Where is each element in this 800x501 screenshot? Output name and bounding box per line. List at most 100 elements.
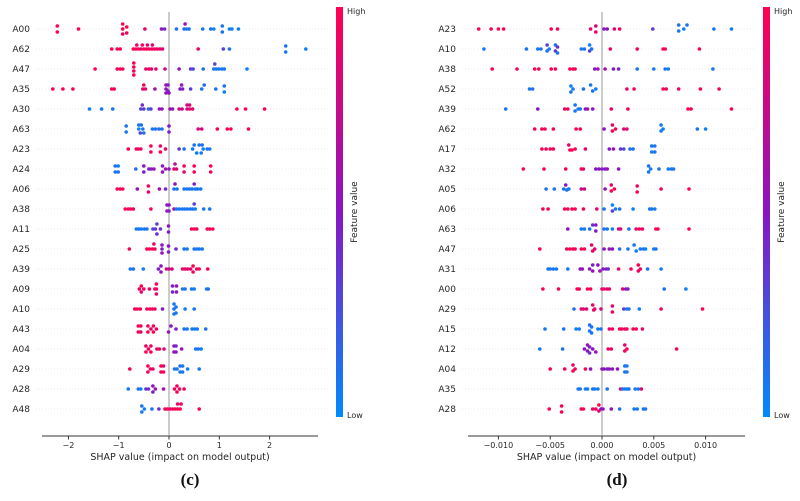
data-point [120,27,125,31]
data-point [628,147,632,151]
data-point [146,184,151,188]
data-point [174,327,178,331]
data-point [166,330,171,334]
data-point [590,269,595,273]
data-point [166,244,171,248]
data-point [207,207,212,211]
data-point [578,107,582,111]
data-point [607,327,612,331]
x-tick-label: −0.010 [484,441,514,450]
data-point [625,87,629,91]
feature-label: A35 [12,85,30,95]
data-point [635,67,639,71]
data-point [126,207,131,211]
data-point [213,62,217,66]
data-point [185,103,189,107]
data-point [618,147,623,151]
data-point [193,187,197,191]
feature-label: A47 [438,245,456,255]
data-point [622,147,626,151]
data-point [194,227,199,231]
data-point [570,207,574,211]
data-point [208,170,213,174]
data-point [116,170,120,174]
data-point [212,67,216,71]
feature-label: A39 [438,105,456,115]
data-point [197,407,201,411]
data-point [603,67,607,71]
data-point [146,330,150,334]
data-point [55,24,60,28]
data-point [197,247,201,251]
data-point [200,143,204,147]
data-point [555,51,560,55]
data-point [601,407,605,411]
data-point [636,263,641,267]
data-point [142,164,146,168]
data-point [602,207,606,211]
data-point [126,147,131,151]
data-point [562,107,567,111]
data-point [536,107,540,111]
data-point [631,147,635,151]
data-point [652,67,656,71]
x-tick-label: −2 [63,441,75,450]
data-point [596,387,600,391]
data-point [582,47,587,51]
data-point [153,247,157,251]
data-point [188,207,192,211]
data-point [616,267,621,271]
data-point [123,207,127,211]
data-point [563,167,568,171]
feature-label: A30 [12,105,30,115]
data-point [542,167,546,171]
data-point [552,187,557,191]
data-point [637,307,642,311]
data-point [611,147,616,151]
data-point [154,282,159,286]
data-point [172,367,177,371]
data-point [682,27,686,31]
data-point [601,267,605,271]
data-point [617,27,622,31]
data-point [187,187,192,191]
data-point [627,307,631,311]
data-point [208,164,213,168]
data-point [175,367,179,371]
data-point [214,87,218,91]
data-point [118,47,122,51]
data-point [570,148,574,152]
data-point [170,290,175,294]
data-point [139,47,143,51]
data-point [582,187,587,191]
data-point [178,370,182,374]
data-point [582,227,587,231]
data-point [150,127,155,131]
data-point [179,347,184,351]
data-point [568,247,572,251]
data-point [155,222,159,226]
data-point [599,327,603,331]
data-point [182,207,187,211]
data-point [549,67,553,71]
data-point [600,167,604,171]
data-point [126,387,131,391]
data-point [160,247,164,251]
data-point [167,203,171,207]
data-point [659,267,663,271]
data-point [625,127,629,131]
data-point [540,147,544,151]
data-point [588,367,593,371]
data-point [566,267,570,271]
data-point [133,307,137,311]
data-point [595,207,599,211]
data-point [167,209,171,213]
data-point [201,147,205,151]
data-point [139,227,144,231]
feature-label: A38 [12,205,30,215]
data-point [190,207,195,211]
data-point [154,287,159,291]
data-point [131,207,136,211]
feature-label: A09 [12,285,30,295]
data-point [607,247,612,251]
